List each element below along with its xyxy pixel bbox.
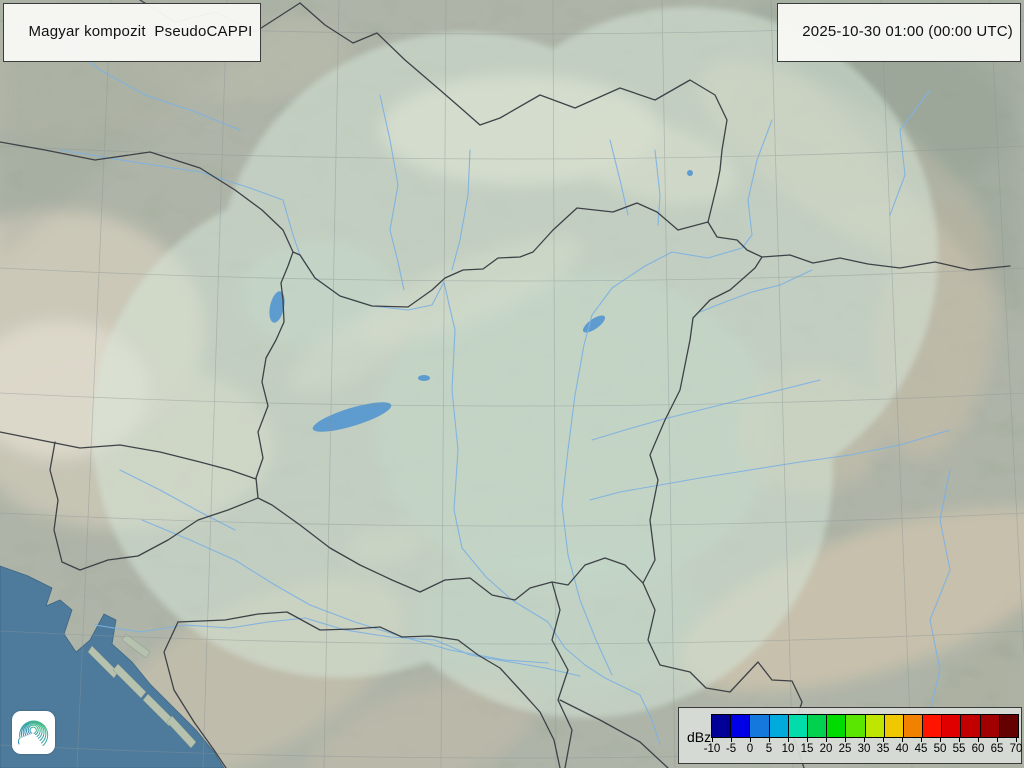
dbz-legend: dBz -10 -5 0 5 10 15 20 25 30 35 40 45 50 55 60 65 70: [678, 707, 1022, 764]
spiral-logo-icon: [17, 720, 49, 746]
dbz-color-swatch: [769, 715, 789, 737]
dbz-color-swatch: [846, 715, 866, 737]
dbz-color-swatch: [712, 715, 732, 737]
dbz-tick-label: 10: [781, 743, 795, 755]
dbz-tick-labels: -10 -5 0 5 10 15 20 25 30 35 40 45 50 55 60 65 70: [704, 743, 1023, 757]
river-tisza: [561, 119, 773, 676]
dbz-tick-label: 35: [876, 743, 890, 755]
dbz-tick-label: 50: [933, 743, 947, 755]
timestamp-label: 2025-10-30 01:00 (00:00 UTC): [802, 23, 1013, 40]
dbz-tick-label: 55: [952, 743, 966, 755]
rivers: [59, 39, 951, 746]
dbz-tick-label: 65: [990, 743, 1004, 755]
dbz-color-swatch: [942, 715, 962, 737]
dbz-tick-label: 0: [746, 743, 754, 755]
hungaromet-logo: [12, 711, 55, 754]
radar-coverage-area: [92, 7, 938, 718]
dbz-unit-label: dBz: [687, 729, 712, 745]
dbz-color-swatch: [750, 715, 770, 737]
dbz-color-swatch: [903, 715, 924, 737]
dbz-tick-label: 5: [765, 743, 773, 755]
dbz-tick-label: 45: [914, 743, 928, 755]
dbz-tick-label: 40: [895, 743, 909, 755]
lake-neusiedl: [269, 291, 285, 323]
river-sava: [94, 617, 581, 677]
dbz-color-swatch: [807, 715, 828, 737]
dbz-color-swatch: [731, 715, 751, 737]
dbz-tick-label: -10: [703, 743, 721, 755]
dbz-color-swatch: [961, 715, 981, 737]
dbz-color-swatch: [865, 715, 885, 737]
product-title-box: Magyar kompozit PseudoCAPPI: [3, 3, 261, 62]
dbz-color-swatch: [788, 715, 808, 737]
border-hungary: [255, 202, 763, 601]
dbz-color-swatch: [999, 715, 1018, 737]
lake-balaton: [312, 402, 392, 432]
dbz-color-swatch: [884, 715, 904, 737]
dbz-tick-label: 15: [800, 743, 814, 755]
dbz-tick-label: 60: [971, 743, 985, 755]
dbz-tick-label: 30: [857, 743, 871, 755]
dbz-tick-label: -5: [725, 743, 737, 755]
dbz-color-swatch: [980, 715, 1000, 737]
timestamp-box: 2025-10-30 01:00 (00:00 UTC): [776, 3, 1021, 62]
adriatic-sea: [0, 565, 225, 768]
dbz-tick-label: 25: [838, 743, 852, 755]
dbz-color-swatch: [827, 715, 847, 737]
adriatic-islands: [87, 633, 197, 749]
product-title-label: Magyar kompozit PseudoCAPPI: [28, 23, 253, 40]
lake-velence: [418, 375, 430, 381]
dbz-color-swatch: [923, 715, 943, 737]
river-danube: [59, 149, 661, 746]
dbz-color-scale: [711, 714, 1019, 738]
dbz-tick-label: 20: [819, 743, 833, 755]
dbz-tick-label: 70: [1009, 743, 1023, 755]
dbz-tick-marks: [711, 737, 1019, 742]
